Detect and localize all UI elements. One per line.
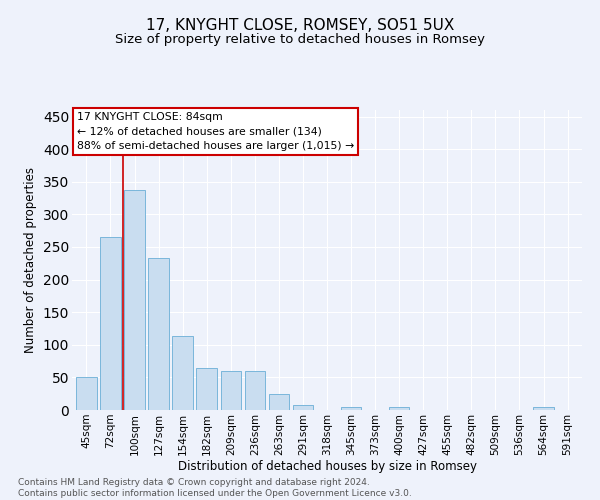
Bar <box>124 190 145 410</box>
Y-axis label: Number of detached properties: Number of detached properties <box>24 167 37 353</box>
Bar <box>148 258 169 410</box>
Bar <box>533 406 554 410</box>
Bar <box>341 406 361 410</box>
Text: Size of property relative to detached houses in Romsey: Size of property relative to detached ho… <box>115 32 485 46</box>
Bar <box>196 368 217 410</box>
Bar <box>172 336 193 410</box>
Bar <box>76 378 97 410</box>
Bar <box>269 394 289 410</box>
Bar <box>245 371 265 410</box>
X-axis label: Distribution of detached houses by size in Romsey: Distribution of detached houses by size … <box>178 460 476 473</box>
Text: Contains HM Land Registry data © Crown copyright and database right 2024.
Contai: Contains HM Land Registry data © Crown c… <box>18 478 412 498</box>
Text: 17 KNYGHT CLOSE: 84sqm
← 12% of detached houses are smaller (134)
88% of semi-de: 17 KNYGHT CLOSE: 84sqm ← 12% of detached… <box>77 112 355 151</box>
Bar <box>389 408 409 410</box>
Text: 17, KNYGHT CLOSE, ROMSEY, SO51 5UX: 17, KNYGHT CLOSE, ROMSEY, SO51 5UX <box>146 18 454 32</box>
Bar <box>221 371 241 410</box>
Bar <box>293 405 313 410</box>
Bar <box>100 237 121 410</box>
